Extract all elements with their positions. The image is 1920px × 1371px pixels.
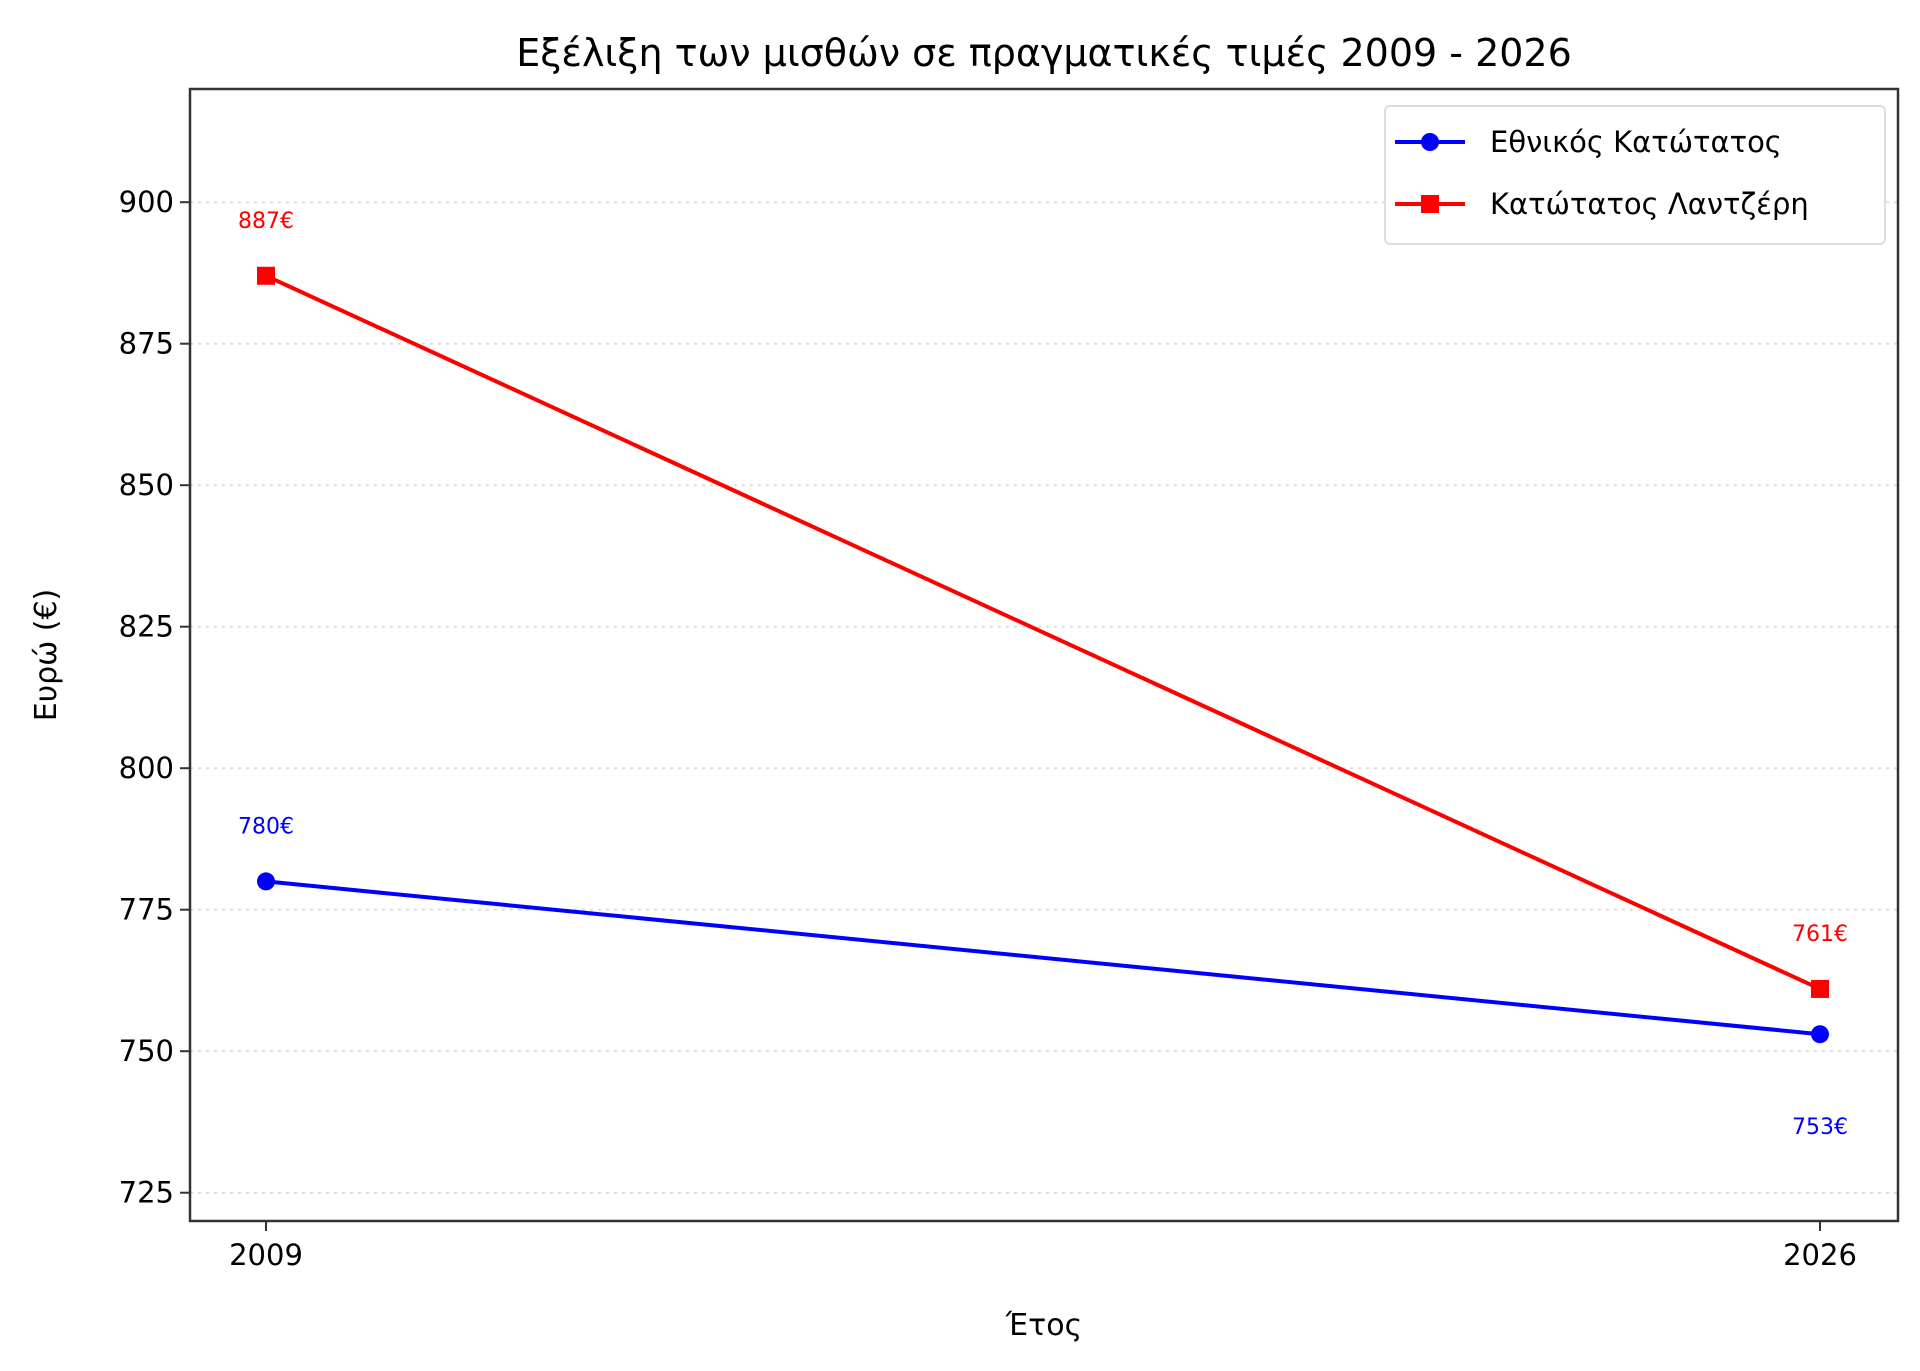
- y-tick-label: 850: [119, 468, 174, 502]
- data-point: [257, 872, 275, 891]
- x-tick-label: 2009: [229, 1238, 303, 1272]
- y-tick-label: 875: [119, 327, 174, 361]
- y-axis-label: Ευρώ (€): [29, 589, 64, 722]
- y-tick-label: 900: [119, 185, 174, 219]
- y-tick-label: 825: [119, 610, 174, 644]
- y-tick-label: 800: [119, 751, 174, 785]
- data-point: [1811, 1025, 1829, 1044]
- series-line: [265, 879, 1821, 1037]
- legend-marker: [1421, 133, 1439, 151]
- series-line: [265, 273, 1821, 991]
- data-label: 761€: [1792, 922, 1848, 947]
- legend-label: Εθνικός Κατώτατος: [1490, 125, 1782, 159]
- x-axis-label: Έτος: [1005, 1308, 1082, 1343]
- data-label: 780€: [238, 814, 294, 839]
- x-tick-label: 2026: [1783, 1238, 1857, 1272]
- data-label: 887€: [238, 209, 294, 234]
- legend-label: Κατώτατος Λαντζέρη: [1490, 187, 1809, 221]
- chart-title: Εξέλιξη των μισθών σε πραγματικές τιμές …: [516, 31, 1572, 75]
- data-point: [257, 266, 275, 285]
- plot-frame: [188, 87, 1900, 1223]
- y-tick-label: 775: [119, 893, 174, 927]
- y-tick-label: 725: [119, 1176, 174, 1210]
- legend-marker: [1421, 195, 1439, 213]
- legend-box: [1384, 105, 1886, 245]
- y-tick-label: 750: [119, 1034, 174, 1068]
- data-point: [1811, 979, 1829, 998]
- legend: Εθνικός Κατώτατος Κατώτατος Λαντζέρη: [1384, 105, 1886, 245]
- data-label: 753€: [1792, 1115, 1848, 1140]
